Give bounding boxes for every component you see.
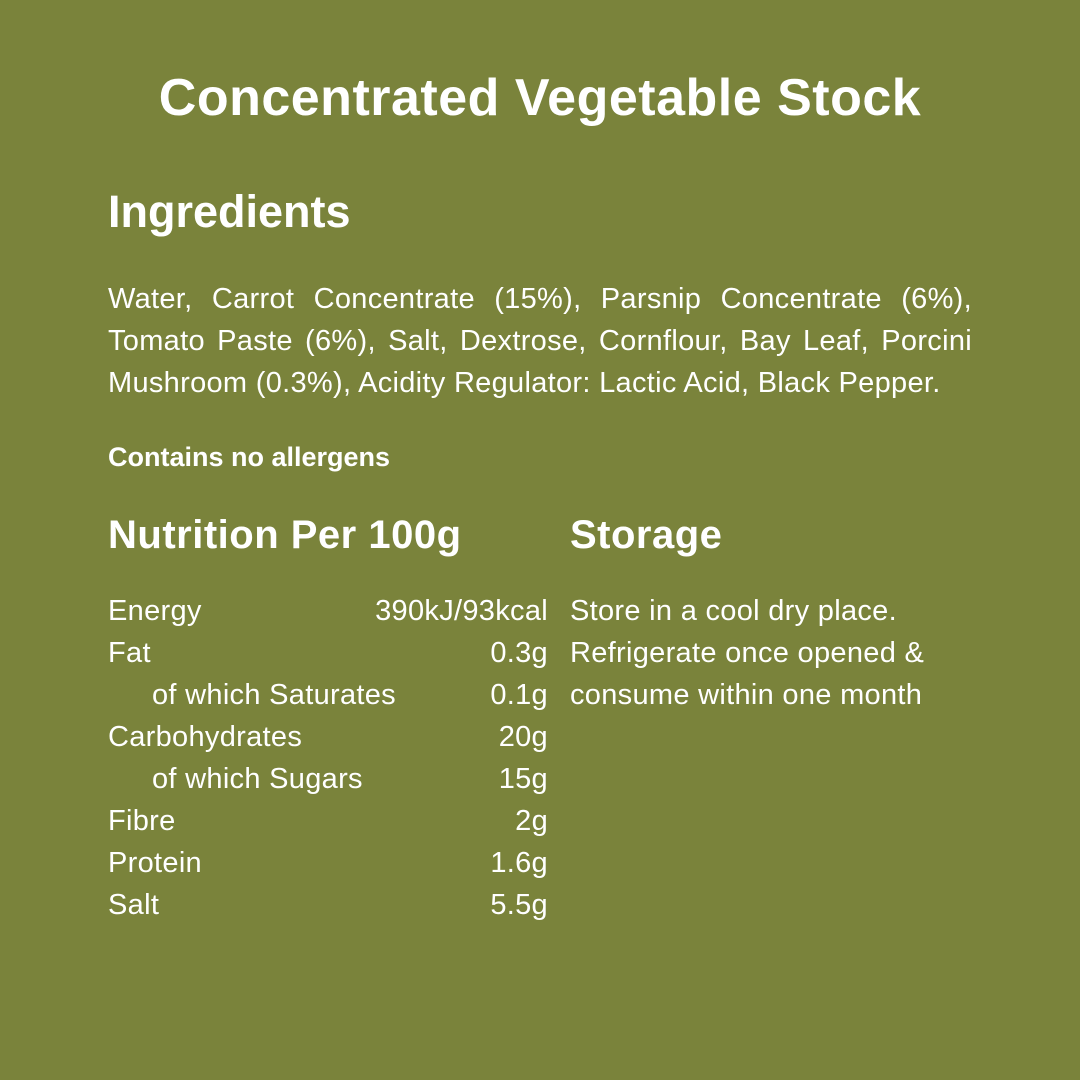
table-row: Protein 1.6g — [108, 842, 548, 884]
nutrient-value: 2g — [515, 805, 548, 837]
nutrition-heading: Nutrition Per 100g — [108, 513, 462, 557]
nutrition-table: Energy 390kJ/93kcal Fat 0.3g of which Sa… — [108, 590, 548, 926]
nutrient-label: of which Saturates — [152, 679, 396, 711]
table-row: Fibre 2g — [108, 800, 548, 842]
nutrient-value: 0.3g — [490, 637, 548, 669]
table-row: Fat 0.3g — [108, 632, 548, 674]
nutrition-section: Nutrition Per 100g Energy 390kJ/93kcal F… — [108, 513, 548, 926]
table-row: of which Sugars 15g — [108, 758, 548, 800]
nutrient-value: 390kJ/93kcal — [375, 595, 548, 627]
table-row: Carbohydrates 20g — [108, 716, 548, 758]
nutrient-label: Protein — [108, 847, 202, 879]
storage-text: Store in a cool dry place. Refrigerate o… — [570, 590, 972, 716]
table-row: Salt 5.5g — [108, 884, 548, 926]
nutrient-label: of which Sugars — [152, 763, 363, 795]
nutrient-value: 5.5g — [490, 889, 548, 921]
storage-line: Store in a cool dry place. — [570, 595, 897, 627]
ingredients-text: Water, Carrot Concentrate (15%), Parsnip… — [108, 283, 972, 399]
nutrient-value: 1.6g — [490, 847, 548, 879]
allergen-note: Contains no allergens — [108, 442, 391, 472]
ingredients-heading: Ingredients — [108, 186, 351, 237]
table-row: Energy 390kJ/93kcal — [108, 590, 548, 632]
storage-line: Refrigerate once opened & — [570, 637, 925, 669]
nutrient-value: 0.1g — [490, 679, 548, 711]
product-title: Concentrated Vegetable Stock — [158, 69, 922, 127]
storage-section: Storage Store in a cool dry place. Refri… — [570, 513, 972, 926]
table-row: of which Saturates 0.1g — [108, 674, 548, 716]
nutrient-label: Salt — [108, 889, 160, 921]
storage-heading: Storage — [570, 513, 723, 557]
nutrient-label: Fibre — [108, 805, 176, 837]
storage-line: consume within one month — [570, 679, 923, 711]
nutrient-value: 20g — [498, 721, 548, 753]
nutrient-label: Energy — [108, 595, 202, 627]
info-columns: Nutrition Per 100g Energy 390kJ/93kcal F… — [108, 513, 972, 926]
nutrient-value: 15g — [498, 763, 548, 795]
nutrient-label: Fat — [108, 637, 151, 669]
nutrient-label: Carbohydrates — [108, 721, 303, 753]
